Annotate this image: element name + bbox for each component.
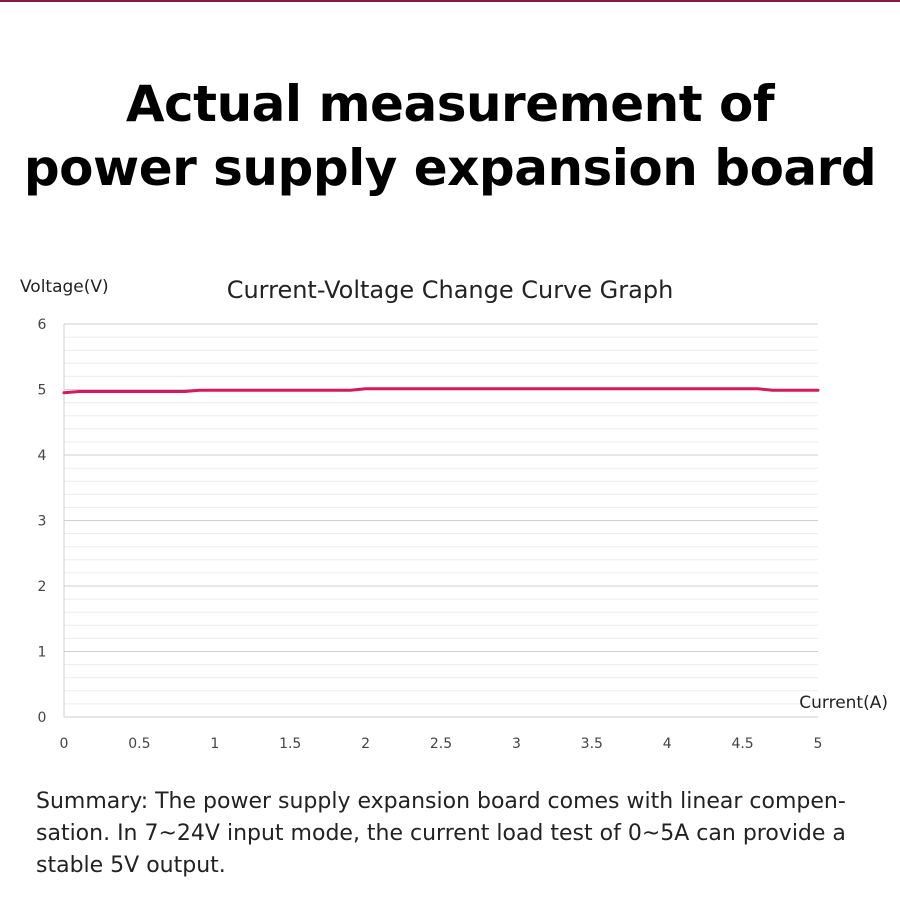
y-tick-label: 2 [38, 579, 47, 595]
x-tick-label: 2.5 [430, 736, 452, 752]
y-tick-labels: 0 1 2 3 4 5 6 [38, 317, 47, 726]
x-axis-label: Current(A) [799, 693, 888, 713]
voltage-series-line [62, 387, 820, 395]
x-tick-label: 3 [512, 736, 521, 752]
major-gridlines [64, 323, 818, 718]
x-tick-label: 3.5 [581, 736, 603, 752]
y-tick-label: 0 [38, 710, 47, 726]
y-tick-label: 5 [38, 383, 47, 399]
y-tick-label: 3 [38, 514, 47, 530]
minor-gridlines [64, 336, 818, 705]
x-tick-label: 0.5 [128, 736, 150, 752]
top-border-line [0, 0, 900, 2]
x-tick-label: 5 [814, 736, 823, 752]
page-heading: Actual measurement of power supply expan… [0, 72, 900, 200]
x-tick-labels: 0 0.5 1 1.5 2 2.5 3 3.5 4 4.5 5 [60, 736, 823, 752]
current-voltage-chart: 0 1 2 3 4 5 6 0 0.5 1 1.5 2 2.5 3 3.5 4 4.5 5 Current-Vo… [20, 276, 888, 752]
y-tick-label: 6 [38, 317, 47, 333]
summary-line-1: Summary: The power supply expansion boar… [36, 789, 846, 814]
y-tick-label: 4 [38, 448, 47, 464]
summary-line-2: sation. In 7~24V input mode, the current… [36, 821, 846, 846]
summary-line-3: stable 5V output. [36, 853, 226, 878]
y-tick-label: 1 [38, 645, 47, 661]
x-tick-label: 4.5 [731, 736, 753, 752]
x-tick-label: 4 [663, 736, 672, 752]
heading-line-2: power supply expansion board [23, 139, 877, 197]
y-axis-label: Voltage(V) [20, 277, 109, 297]
x-tick-label: 0 [60, 736, 69, 752]
x-tick-label: 1 [210, 736, 219, 752]
x-tick-label: 2 [361, 736, 370, 752]
x-tick-label: 1.5 [279, 736, 301, 752]
heading-line-1: Actual measurement of [125, 75, 775, 133]
chart-title: Current-Voltage Change Curve Graph [227, 276, 674, 304]
summary-text: Summary: The power supply expansion boar… [36, 786, 876, 882]
